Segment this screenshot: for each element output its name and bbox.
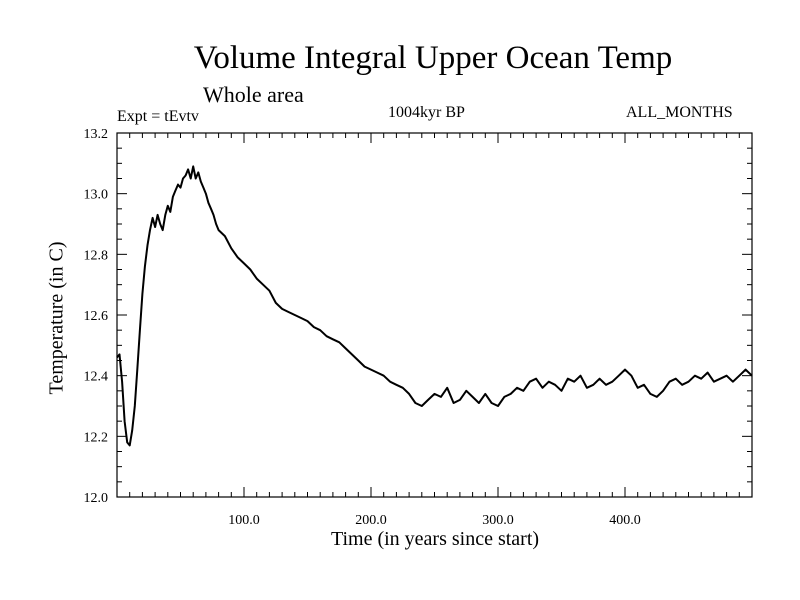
x-tick-label: 400.0 [609,513,641,528]
x-tick-label: 100.0 [228,513,260,528]
y-tick-label: 13.2 [84,127,109,142]
plot-frame [116,132,753,498]
chart-subtitle: Whole area [203,82,304,107]
series-line [116,165,753,447]
y-tick-label: 13.0 [84,188,109,203]
y-tick-label: 12.8 [84,248,109,263]
x-tick-label: 200.0 [355,513,387,528]
y-tick-label: 12.2 [84,430,109,445]
y-tick-label: 12.4 [84,370,109,385]
experiment-label: Expt = tEvtv [117,108,199,125]
x-axis-label: Time (in years since start) [330,528,540,550]
period-label: 1004kyr BP [388,104,465,121]
y-axis-ticks: 12.0 12.2 12.4 12.6 12.8 13.0 13.2 [84,127,752,506]
x-axis-ticks: 100.0 200.0 300.0 400.0 [129,133,740,528]
y-tick-label: 12.6 [84,309,109,324]
y-tick-label: 12.0 [84,491,109,506]
chart-title: Volume Integral Upper Ocean Temp [193,40,673,76]
months-label: ALL_MONTHS [626,104,733,121]
x-tick-label: 300.0 [482,513,514,528]
